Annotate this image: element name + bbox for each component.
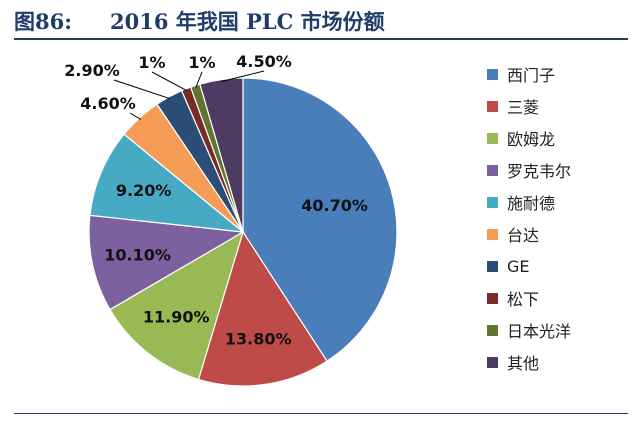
legend-item-4: 施耐德 [487, 192, 556, 213]
legend-item-7: 松下 [487, 288, 540, 309]
leader-line-9 [221, 70, 265, 83]
leader-line-6 [113, 79, 171, 100]
legend-item-6: GE [487, 256, 530, 276]
data-label-6: 2.90% [64, 61, 120, 80]
legend-swatch-0 [487, 68, 498, 80]
leader-lines [113, 70, 265, 120]
legend-label-6: GE [507, 256, 530, 276]
pie-slice-3 [88, 214, 245, 311]
legend-swatch-4 [487, 196, 498, 208]
top-rule [14, 38, 628, 40]
data-label-4: 9.20% [116, 181, 172, 200]
data-label-2: 11.90% [143, 308, 210, 327]
data-labels: 40.70% 13.80% 11.90% 10.10% 9.20% 4.60% 2.90% 1… [64, 52, 368, 349]
legend-label-0: 西门子 [507, 66, 556, 85]
data-label-3: 10.10% [104, 245, 171, 264]
legend-label-3: 罗克韦尔 [507, 162, 572, 181]
pie-slice-1 [197, 230, 328, 387]
legend-label-1: 三菱 [507, 98, 540, 117]
figure-label: 图86: [14, 9, 72, 34]
legend-item-9: 其他 [487, 352, 540, 373]
legend-swatch-5 [487, 228, 498, 240]
data-label-5: 4.60% [80, 94, 136, 113]
legend-swatch-6 [487, 260, 498, 272]
legend-item-8: 日本光洋 [487, 320, 572, 341]
chart-title: 2016 年我国 PLC 市场份额 [110, 9, 385, 34]
data-label-0: 40.70% [301, 196, 368, 215]
data-label-1: 13.80% [225, 330, 292, 349]
pie-slice-9 [199, 77, 244, 233]
legend-swatch-1 [487, 100, 498, 112]
legend-label-4: 施耐德 [507, 194, 556, 213]
legend-swatch-3 [487, 164, 498, 176]
legend-swatch-2 [487, 132, 498, 144]
pie-slices [88, 77, 398, 387]
leader-line-5 [129, 112, 142, 120]
bottom-rule [14, 413, 628, 414]
legend-label-9: 其他 [507, 354, 540, 373]
legend-swatch-9 [487, 356, 498, 368]
leader-line-8 [195, 71, 203, 88]
leader-line-7 [151, 71, 188, 92]
legend-item-2: 欧姆龙 [487, 128, 556, 149]
legend-item-3: 罗克韦尔 [487, 160, 572, 181]
legend-label-5: 台达 [507, 226, 540, 245]
legend-item-1: 三菱 [487, 96, 540, 117]
data-label-8: 1% [188, 53, 215, 72]
legend-label-8: 日本光洋 [507, 322, 572, 341]
data-label-7: 1% [138, 53, 165, 72]
pie-slice-2 [109, 230, 245, 381]
legend-item-5: 台达 [487, 224, 540, 245]
legend-swatch-7 [487, 292, 498, 304]
legend-swatch-8 [487, 324, 498, 336]
data-label-9: 4.50% [236, 52, 292, 71]
figure-header: 图86: 2016 年我国 PLC 市场份额 [0, 0, 640, 44]
pie-slice-4 [89, 133, 245, 233]
legend-item-0: 西门子 [487, 64, 556, 85]
legend-label-2: 欧姆龙 [507, 130, 556, 149]
legend-label-7: 松下 [507, 290, 540, 309]
